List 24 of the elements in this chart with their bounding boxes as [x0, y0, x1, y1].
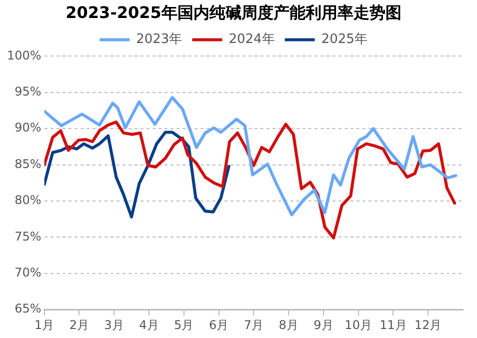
y-tick-label: 95%: [14, 84, 42, 99]
x-tick-label: 5月: [174, 318, 194, 332]
y-tick-label: 85%: [14, 156, 42, 171]
y-tick-label: 100%: [6, 48, 42, 62]
x-tick-label: 11月: [380, 318, 407, 332]
legend-label: 2023年: [136, 32, 182, 48]
x-tick-label: 9月: [314, 318, 334, 332]
legend-label: 2025年: [321, 32, 368, 48]
x-tick-label: 10月: [344, 318, 372, 332]
chart-title: 2023-2025年国内纯碱周度产能利用率走势图: [66, 2, 402, 22]
x-tick-label: 3月: [104, 318, 124, 332]
y-tick-label: 70%: [14, 266, 42, 280]
y-tick-label: 80%: [14, 193, 42, 208]
x-tick-label: 7月: [244, 318, 264, 332]
y-tick-label: 65%: [14, 302, 42, 316]
legend-label: 2024年: [228, 32, 275, 48]
x-tick-label: 12月: [414, 318, 442, 332]
x-tick-label: 6月: [208, 318, 229, 332]
y-tick-label: 90%: [14, 120, 42, 135]
x-tick-label: 2月: [69, 318, 90, 332]
y-tick-label: 75%: [14, 229, 42, 244]
x-tick-label: 4月: [139, 318, 159, 332]
x-tick-label: 8月: [278, 318, 298, 332]
x-tick-label: 1月: [34, 318, 54, 332]
